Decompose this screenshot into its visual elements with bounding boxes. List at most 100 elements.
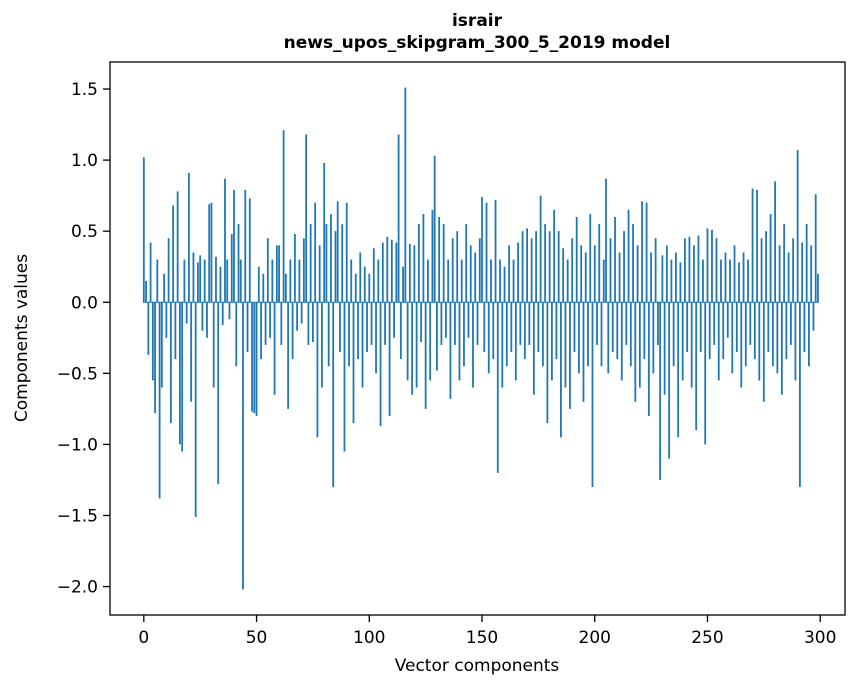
bar — [359, 252, 362, 303]
x-tick-label: 50 — [246, 628, 268, 648]
bar — [246, 302, 249, 353]
bar — [532, 302, 535, 395]
bar — [474, 252, 477, 303]
bar — [206, 302, 208, 338]
bar — [226, 259, 229, 303]
bar — [172, 205, 175, 303]
bar — [656, 302, 659, 345]
bar — [260, 302, 262, 360]
bar — [158, 302, 161, 499]
chart-title-line1: israir — [452, 11, 503, 31]
bar — [487, 302, 490, 374]
bar — [774, 181, 777, 303]
bar — [505, 302, 508, 367]
bar — [670, 259, 673, 303]
bar — [578, 302, 580, 374]
bar — [690, 302, 693, 388]
bar — [237, 224, 240, 303]
bar — [160, 302, 163, 388]
bar — [197, 262, 199, 303]
bar — [614, 216, 616, 303]
bar — [145, 280, 147, 303]
bar — [519, 302, 522, 345]
bar — [212, 302, 215, 388]
bar — [399, 302, 402, 360]
bar — [753, 302, 756, 360]
bar — [469, 245, 472, 303]
bar — [413, 245, 416, 303]
bar — [284, 273, 287, 303]
bar — [679, 262, 682, 303]
bar — [415, 302, 418, 388]
bar — [472, 302, 474, 388]
bar — [499, 259, 501, 303]
bar — [611, 302, 614, 353]
bar — [219, 266, 222, 303]
bar — [361, 302, 364, 388]
bar — [733, 245, 736, 303]
bar — [706, 228, 709, 303]
bar — [817, 273, 819, 303]
bar — [512, 259, 515, 303]
bar — [312, 302, 314, 343]
bar — [749, 302, 752, 345]
bar — [147, 302, 150, 355]
bar — [395, 242, 398, 303]
bar — [151, 302, 154, 381]
bar — [316, 302, 319, 438]
bar — [302, 238, 305, 303]
bar — [634, 302, 637, 402]
bar — [569, 302, 571, 409]
bar — [523, 302, 526, 360]
bar — [758, 302, 761, 381]
bar — [697, 235, 700, 303]
bar — [566, 259, 569, 303]
x-tick-label: 250 — [691, 628, 723, 648]
bar — [199, 255, 202, 303]
bar — [221, 302, 224, 325]
x-tick-label: 0 — [138, 628, 149, 648]
bar — [702, 259, 704, 303]
bar — [560, 302, 562, 438]
bar — [789, 302, 792, 345]
x-axis-label: Vector components — [395, 656, 560, 676]
y-tick-label: −1.5 — [57, 506, 98, 526]
bar — [769, 214, 772, 303]
bar — [704, 302, 707, 445]
bar — [717, 302, 720, 381]
bar — [553, 209, 556, 303]
bar — [185, 302, 188, 324]
bar — [803, 302, 806, 353]
bar — [724, 252, 727, 303]
bar — [810, 245, 813, 303]
bar — [321, 302, 323, 388]
bar — [571, 238, 574, 303]
bar — [541, 302, 544, 367]
bar — [451, 238, 454, 303]
bar — [456, 231, 459, 303]
bar — [557, 231, 560, 303]
bar — [814, 194, 817, 303]
bar — [325, 224, 328, 303]
bar — [483, 302, 486, 353]
bar — [239, 259, 242, 303]
bar — [672, 302, 675, 367]
bar — [183, 259, 186, 303]
bar — [756, 189, 758, 303]
bar — [386, 236, 389, 303]
bar — [731, 302, 734, 374]
bar — [573, 302, 576, 353]
bar — [659, 302, 662, 480]
bar — [262, 273, 265, 303]
bar — [681, 302, 684, 381]
bar — [620, 302, 623, 381]
bar — [201, 302, 204, 331]
bar — [424, 302, 427, 409]
bar — [627, 209, 630, 303]
bar — [708, 302, 711, 360]
bar — [643, 302, 646, 360]
bar — [693, 245, 695, 303]
bar — [305, 134, 308, 303]
bar — [142, 157, 145, 303]
